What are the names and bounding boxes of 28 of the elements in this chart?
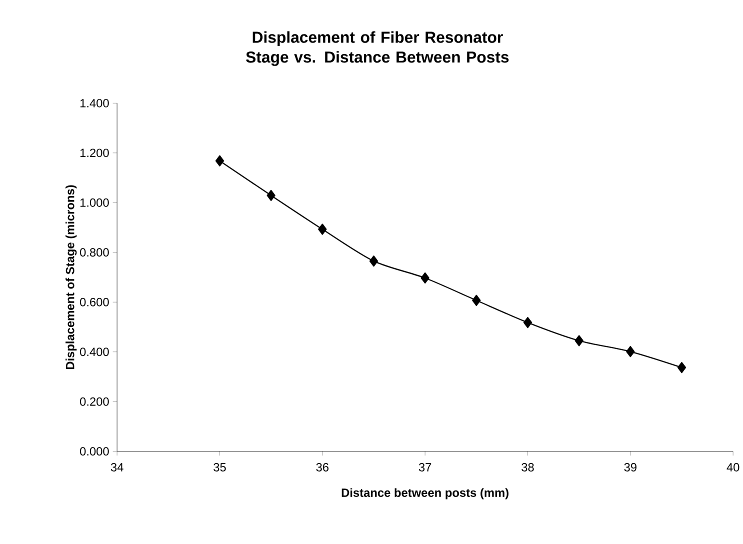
point bbox=[318, 224, 327, 236]
y-axis-title: Displacement of Stage (microns) bbox=[66, 185, 77, 370]
y-tick-label: 1.000 bbox=[80, 198, 109, 208]
chart-title: Displacement of Fiber Resonator Stage vs. Distance Between Posts bbox=[246, 31, 509, 66]
x-tick-label: 34 bbox=[110, 463, 124, 472]
y-tick-label: 0.200 bbox=[80, 398, 109, 406]
y-tick-label: 0.000 bbox=[80, 447, 109, 456]
point bbox=[420, 272, 430, 284]
point bbox=[626, 346, 635, 358]
x-tick-label: 35 bbox=[214, 463, 226, 472]
y-tick-label: 0.600 bbox=[80, 298, 109, 307]
x-tick-label: 40 bbox=[726, 463, 740, 472]
x-axis-title: Distance between posts (mm) bbox=[342, 488, 508, 500]
point bbox=[472, 295, 481, 306]
y-tick-label: 0.800 bbox=[80, 248, 109, 257]
x-tick-label: 37 bbox=[418, 463, 432, 472]
x-tick-label: 36 bbox=[316, 463, 328, 472]
point bbox=[215, 156, 224, 167]
point bbox=[677, 362, 686, 374]
y-tick-label: 0.400 bbox=[80, 348, 109, 356]
x-tick-label: 39 bbox=[624, 463, 636, 472]
x-tick-label: 38 bbox=[522, 463, 534, 472]
point bbox=[266, 190, 276, 202]
y-tick-label: 1.200 bbox=[80, 148, 109, 158]
point bbox=[523, 317, 532, 328]
y-tick-label: 1.400 bbox=[80, 99, 109, 108]
point bbox=[574, 335, 584, 346]
point bbox=[369, 256, 378, 267]
